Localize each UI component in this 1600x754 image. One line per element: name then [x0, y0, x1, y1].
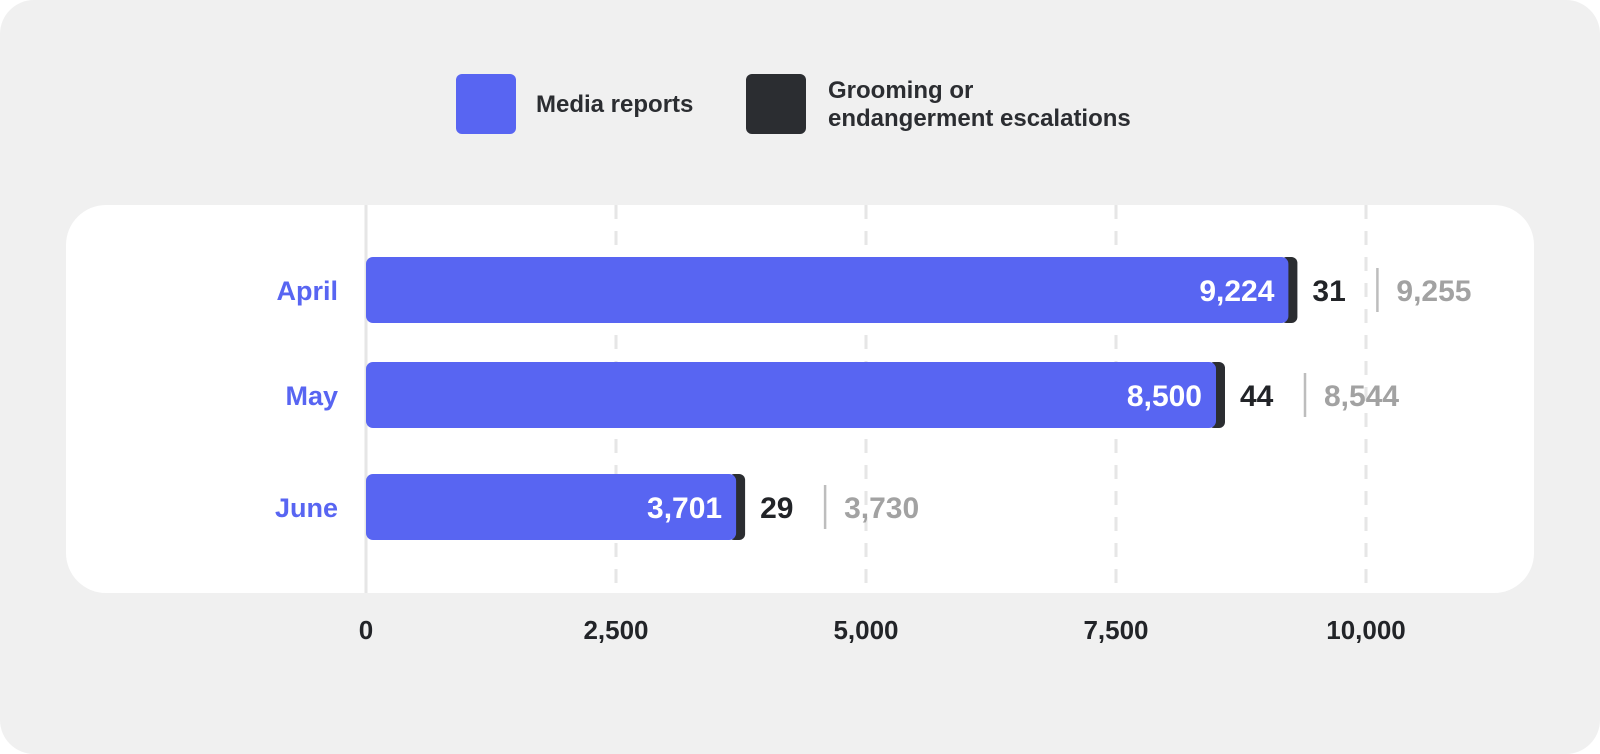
bar-total-value: 8,544: [1324, 380, 1399, 413]
category-label: May: [285, 381, 338, 411]
x-tick-label: 0: [359, 615, 373, 645]
category-label: June: [275, 493, 338, 523]
x-tick-label: 10,000: [1326, 615, 1406, 645]
bar-escalation-value: 31: [1312, 275, 1345, 308]
legend-label-media: Media reports: [536, 91, 694, 118]
bar-media-value: 8,500: [1127, 380, 1202, 413]
x-tick-label: 7,500: [1083, 615, 1148, 645]
legend-swatch-escalation: [746, 74, 806, 134]
bar-escalation-value: 44: [1240, 380, 1274, 413]
bar-total-value: 9,255: [1396, 275, 1471, 308]
bar-total-value: 3,730: [844, 492, 919, 525]
x-tick-label: 5,000: [833, 615, 898, 645]
x-tick-label: 2,500: [583, 615, 648, 645]
bar-media: [366, 362, 1216, 428]
bar-escalation-value: 29: [760, 492, 793, 525]
legend-label-escalation-line1: Grooming or: [828, 77, 974, 104]
bar-media: [366, 257, 1289, 323]
legend-swatch-media: [456, 74, 516, 134]
legend-label-escalation-line2: endangerment escalations: [828, 105, 1131, 132]
category-label: April: [276, 276, 338, 306]
bar-media-value: 9,224: [1199, 275, 1274, 308]
legend: Media reports Grooming or endangerment e…: [0, 0, 1600, 160]
bar-media-value: 3,701: [647, 492, 722, 525]
bar-media: [366, 474, 737, 540]
